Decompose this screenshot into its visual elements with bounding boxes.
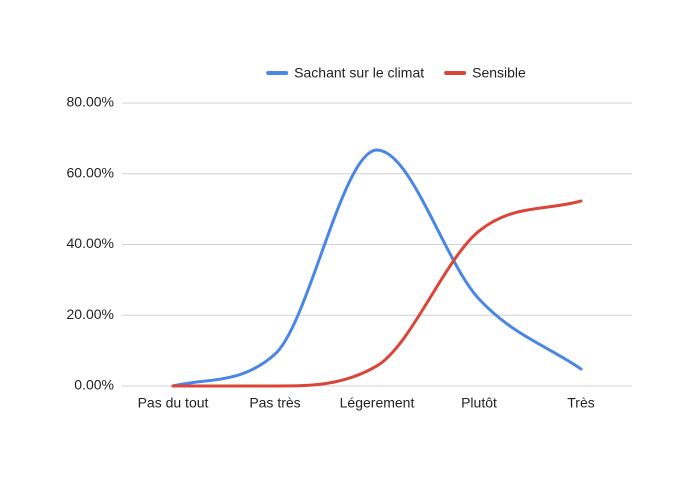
y-tick-label: 20.00%: [67, 306, 114, 322]
x-tick-label: Légerement: [340, 395, 415, 411]
legend-label: Sensible: [472, 65, 526, 81]
series-line: [171, 199, 583, 388]
x-tick-label: Pas du tout: [138, 395, 209, 411]
y-tick-label: 40.00%: [67, 235, 114, 251]
x-tick-label: Plutôt: [461, 395, 497, 411]
x-tick-label: Très: [567, 395, 594, 411]
y-tick-label: 0.00%: [74, 377, 114, 393]
x-tick-label: Pas très: [249, 395, 300, 411]
legend-label: Sachant sur le climat: [294, 65, 424, 81]
y-tick-label: 60.00%: [67, 164, 114, 180]
y-tick-label: 80.00%: [67, 94, 114, 110]
series-line: [171, 148, 583, 388]
